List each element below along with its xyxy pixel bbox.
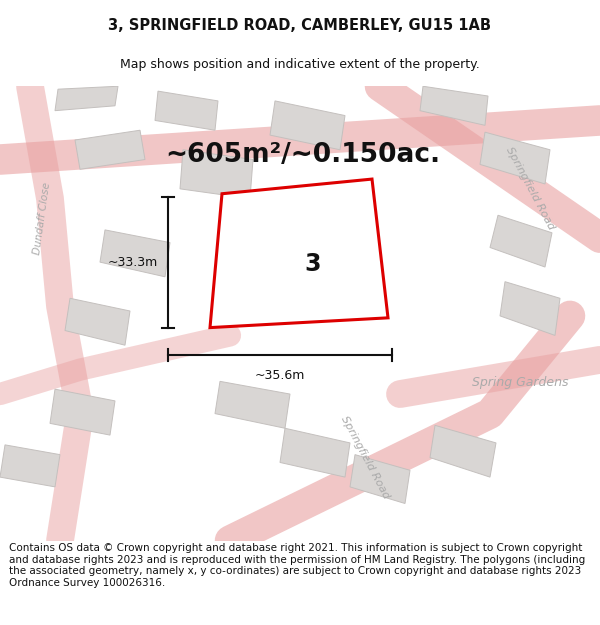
Text: 3: 3 [305,253,321,276]
Polygon shape [0,445,60,487]
Polygon shape [350,454,410,504]
Polygon shape [210,179,388,328]
Polygon shape [500,282,560,336]
Text: Dundaff Close: Dundaff Close [32,181,52,255]
Polygon shape [490,215,552,267]
Polygon shape [50,389,115,435]
Text: ~605m²/~0.150ac.: ~605m²/~0.150ac. [165,142,440,168]
Text: ~33.3m: ~33.3m [108,256,158,269]
Polygon shape [280,428,350,477]
Polygon shape [65,298,130,345]
Polygon shape [55,86,118,111]
Text: Springfield Road: Springfield Road [504,146,556,232]
Text: Contains OS data © Crown copyright and database right 2021. This information is : Contains OS data © Crown copyright and d… [9,543,585,588]
Polygon shape [155,91,218,130]
Text: ~35.6m: ~35.6m [255,369,305,382]
Text: Springfield Road: Springfield Road [339,414,391,501]
Polygon shape [480,132,550,184]
Polygon shape [420,86,488,126]
Text: Spring Gardens: Spring Gardens [472,376,568,389]
Polygon shape [100,230,170,277]
Polygon shape [270,101,345,150]
Text: 3, SPRINGFIELD ROAD, CAMBERLEY, GU15 1AB: 3, SPRINGFIELD ROAD, CAMBERLEY, GU15 1AB [109,18,491,33]
Polygon shape [215,381,290,428]
Text: Map shows position and indicative extent of the property.: Map shows position and indicative extent… [120,58,480,71]
Polygon shape [75,130,145,169]
Polygon shape [430,426,496,477]
Polygon shape [180,150,253,199]
